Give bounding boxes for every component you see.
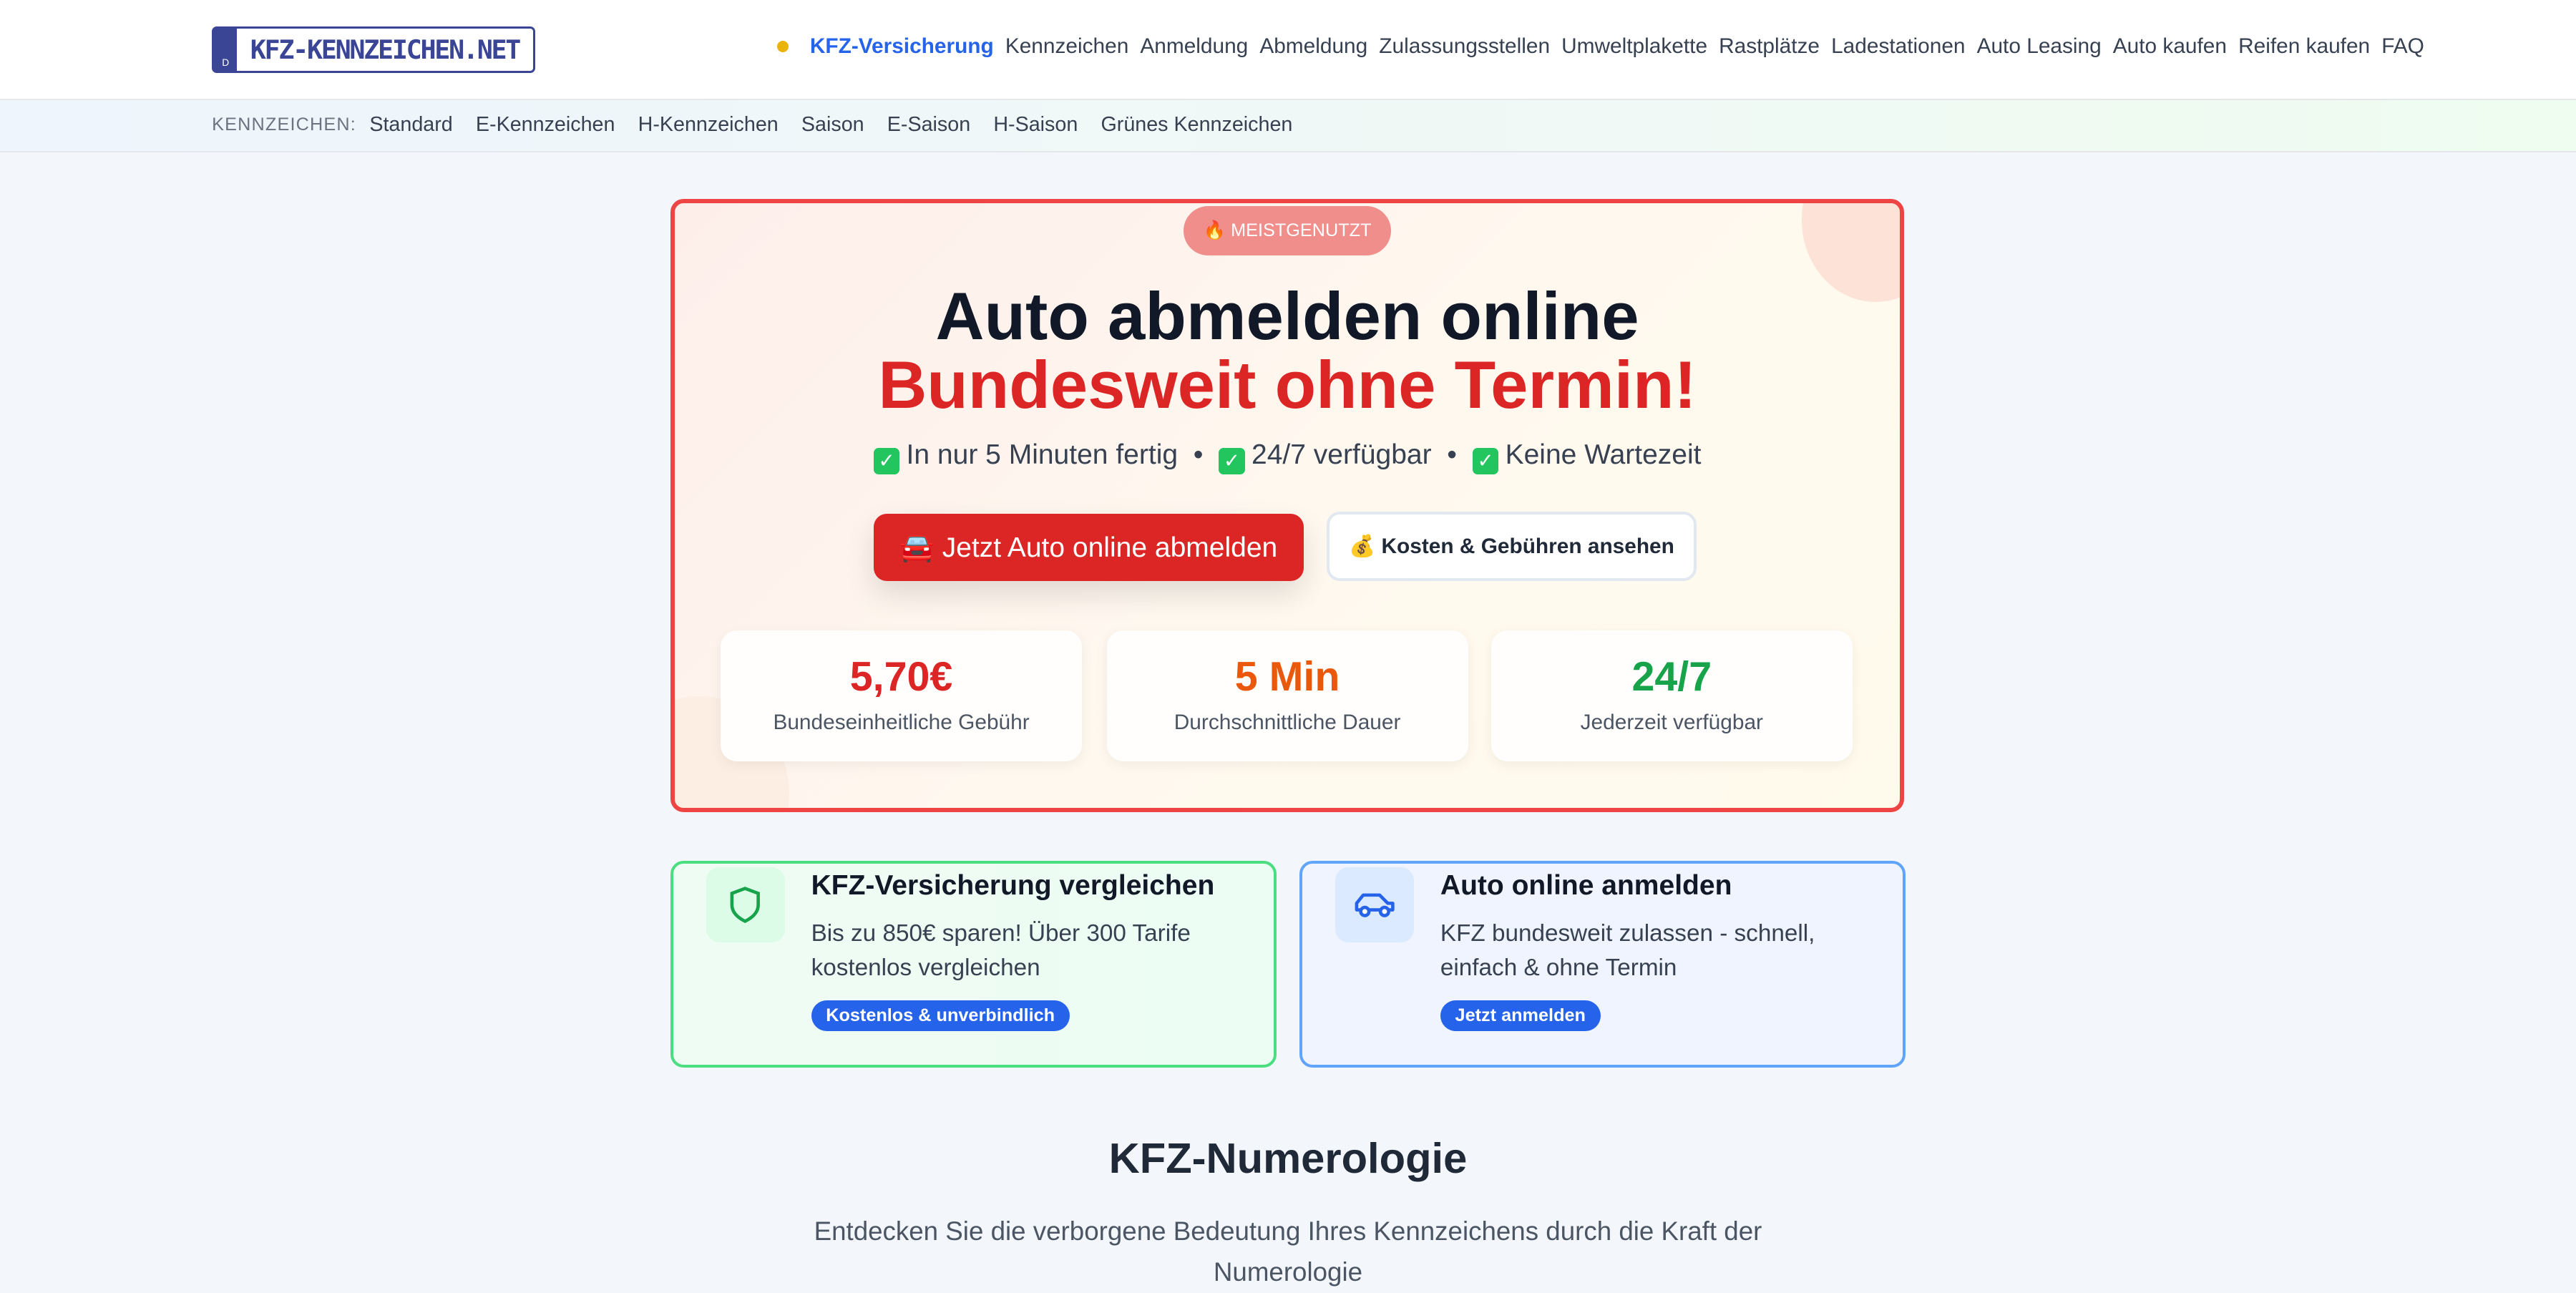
stat-value: 5,70€	[849, 653, 953, 700]
nav-abmeldung[interactable]: Abmeldung	[1259, 34, 1368, 59]
section-title: KFZ-Numerologie	[1108, 1134, 1468, 1183]
stat-card: 24/7 Jederzeit verfügbar	[1491, 630, 1853, 762]
nav-umweltplakette[interactable]: Umweltplakette	[1561, 34, 1708, 59]
hero-features: ✓ In nur 5 Minuten fertig • ✓ 24/7 verfügb…	[675, 439, 1901, 474]
abmelden-button[interactable]: 🚘 Jetzt Auto online abmelden	[873, 513, 1304, 581]
subnav-saison[interactable]: Saison	[801, 113, 864, 137]
logo-text: KFZ-KENNZEICHEN.NET	[250, 34, 522, 66]
subnav-label: KENNZEICHEN:	[212, 114, 356, 135]
main-nav: KFZ-Versicherung Kennzeichen Anmeldung A…	[776, 34, 2424, 59]
stat-card: 5,70€ Bundeseinheitliche Gebühr	[721, 630, 1083, 762]
hero-subtitle: Bundesweit ohne Termin!	[878, 347, 1697, 423]
nav-ladestationen[interactable]: Ladestationen	[1831, 34, 1966, 59]
card-desc: KFZ bundesweit zulassen - schnell, einfa…	[1440, 919, 1815, 981]
card-desc: Bis zu 850€ sparen! Über 300 Tarife kost…	[811, 919, 1191, 981]
nav-reifen-kaufen[interactable]: Reifen kaufen	[2238, 34, 2371, 59]
stat-card: 5 Min Durchschnittliche Dauer	[1106, 630, 1468, 762]
shield-icon	[706, 867, 785, 943]
nav-auto-leasing[interactable]: Auto Leasing	[1976, 34, 2102, 59]
anmelden-card[interactable]: Auto online anmelden KFZ bundesweit zula…	[1299, 861, 1906, 1068]
subnav-e-saison[interactable]: E-Saison	[887, 113, 971, 137]
site-header: D KFZ-KENNZEICHEN.NET KFZ-Versicherung K…	[0, 0, 2576, 100]
subnav-gruenes-kennzeichen[interactable]: Grünes Kennzeichen	[1101, 113, 1293, 137]
subnav-e-kennzeichen[interactable]: E-Kennzeichen	[475, 113, 615, 137]
nav-kennzeichen[interactable]: Kennzeichen	[1005, 34, 1129, 59]
meistgenutzt-badge: 🔥 MEISTGENUTZT	[1184, 206, 1391, 256]
kosten-button[interactable]: 💰 Kosten & Gebühren ansehen	[1327, 512, 1697, 581]
stat-value: 5 Min	[1234, 653, 1340, 700]
check-icon: ✓	[1472, 447, 1499, 474]
nav-rastplaetze[interactable]: Rastplätze	[1719, 34, 1820, 59]
kennzeichen-subnav: KENNZEICHEN: Standard E-Kennzeichen H-Ke…	[0, 100, 2576, 153]
versicherung-card[interactable]: KFZ-Versicherung vergleichen Bis zu 850€…	[670, 861, 1277, 1068]
check-icon: ✓	[1219, 447, 1245, 474]
feature: Keine Wartezeit	[1505, 439, 1702, 471]
stat-value: 24/7	[1631, 653, 1712, 700]
stat-label: Jederzeit verfügbar	[1580, 710, 1763, 734]
subnav-h-saison[interactable]: H-Saison	[993, 113, 1078, 137]
card-title: KFZ-Versicherung vergleichen	[811, 870, 1215, 902]
nav-anmeldung[interactable]: Anmeldung	[1140, 34, 1249, 59]
nav-zulassungsstellen[interactable]: Zulassungsstellen	[1379, 34, 1551, 59]
card-pill-button[interactable]: Kostenlos & unverbindlich	[811, 1000, 1070, 1032]
nav-auto-kaufen[interactable]: Auto kaufen	[2112, 34, 2227, 59]
feature: 24/7 verfügbar	[1252, 439, 1432, 471]
feature: In nur 5 Minuten fertig	[906, 439, 1179, 471]
car-icon	[1335, 867, 1415, 943]
hero-card: 🔥 MEISTGENUTZT Auto abmelden online Bund…	[670, 198, 1905, 812]
eu-band: D	[214, 28, 238, 72]
section-description: Entdecken Sie die verborgene Bedeutung I…	[814, 1216, 1762, 1287]
hero-title: Auto abmelden online	[935, 278, 1639, 353]
card-pill-button[interactable]: Jetzt anmelden	[1440, 1000, 1601, 1032]
subnav-standard[interactable]: Standard	[369, 113, 453, 137]
stat-label: Durchschnittliche Dauer	[1174, 710, 1401, 734]
card-title: Auto online anmelden	[1440, 870, 1732, 902]
site-logo[interactable]: D KFZ-KENNZEICHEN.NET	[212, 26, 535, 74]
stat-label: Bundeseinheitliche Gebühr	[773, 710, 1030, 734]
nav-faq[interactable]: FAQ	[2381, 34, 2424, 59]
subnav-h-kennzeichen[interactable]: H-Kennzeichen	[638, 113, 779, 137]
check-icon: ✓	[873, 447, 900, 474]
active-dot-icon	[776, 41, 789, 53]
nav-kfz-versicherung[interactable]: KFZ-Versicherung	[809, 34, 994, 59]
